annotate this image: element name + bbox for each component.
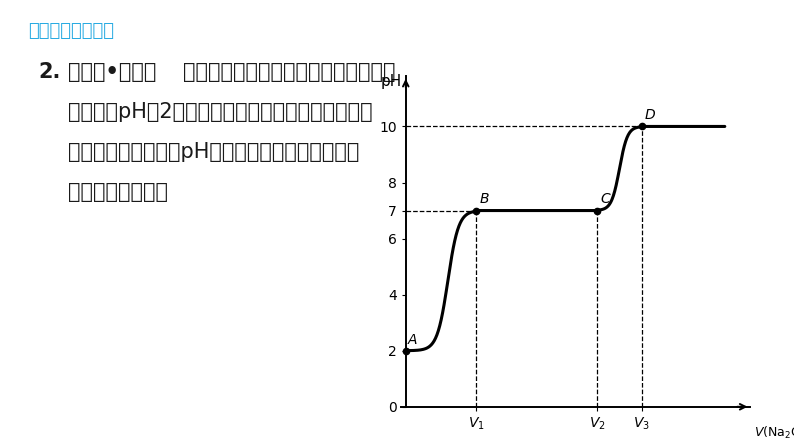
Text: 单元高频考点专训: 单元高频考点专训 (28, 22, 114, 40)
Text: A: A (407, 333, 417, 346)
Text: 化曲线如图所示。: 化曲线如图所示。 (68, 182, 168, 202)
Text: $V$(Na$_2$CO$_3$溶液)/mL: $V$(Na$_2$CO$_3$溶液)/mL (754, 425, 794, 441)
Text: 【中考•常德】: 【中考•常德】 (68, 62, 156, 82)
Text: pH: pH (381, 74, 402, 89)
Text: D: D (645, 108, 656, 122)
Text: 2.: 2. (38, 62, 60, 82)
Text: 小明测得石灰石与一定量的稀盐酸反应: 小明测得石灰石与一定量的稀盐酸反应 (183, 62, 395, 82)
Text: C: C (600, 192, 610, 207)
Text: 后的溶液pH为2，取适量该溶液向其中逐滴加入碳酸: 后的溶液pH为2，取适量该溶液向其中逐滴加入碳酸 (68, 102, 372, 122)
Text: B: B (479, 192, 488, 207)
Text: 钠溶液，并测得溶液pH随加入碳酸钠溶液体积的变: 钠溶液，并测得溶液pH随加入碳酸钠溶液体积的变 (68, 142, 360, 162)
